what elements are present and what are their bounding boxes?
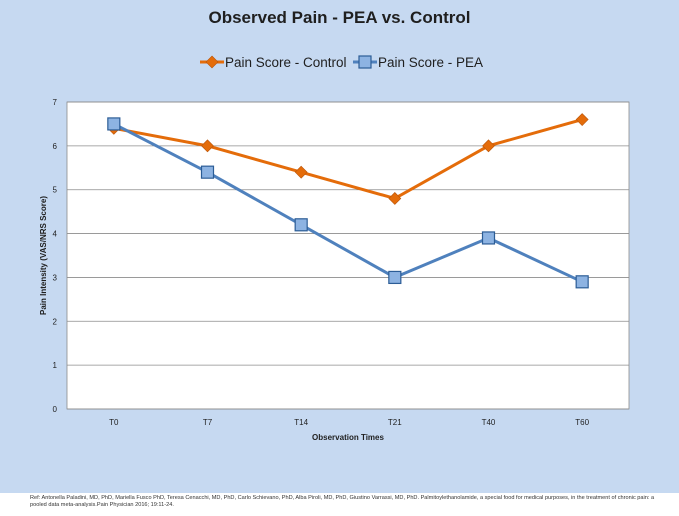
y-tick-label: 6 <box>53 142 58 151</box>
data-point <box>294 218 308 232</box>
data-point <box>481 231 496 245</box>
legend-label: Pain Score - PEA <box>378 55 483 70</box>
y-tick-label: 5 <box>53 186 58 195</box>
y-tick-label: 7 <box>53 98 58 107</box>
data-point <box>482 139 495 153</box>
data-point <box>388 192 402 205</box>
x-tick-label: T21 <box>388 418 402 427</box>
legend-item: Pain Score - PEA <box>353 55 483 70</box>
plot-area <box>66 101 630 410</box>
y-tick-label: 4 <box>53 230 58 239</box>
data-point <box>201 139 214 153</box>
y-axis-label: Pain Intensity (VAS/NRS Score) <box>39 196 48 315</box>
y-tick-label: 0 <box>53 405 58 414</box>
x-tick-label: T60 <box>575 418 589 427</box>
series-line <box>113 122 583 284</box>
line-chart: Pain Score - Control Pain Score - PEA 0 1 2… <box>39 55 630 442</box>
data-point <box>388 270 402 285</box>
data-point <box>575 275 589 289</box>
reference-citation: Ref: Antonella Paladini, MD, PhD, Mariel… <box>30 495 655 508</box>
x-axis-label: Observation Times <box>312 433 384 442</box>
data-point <box>575 113 589 126</box>
data-point <box>200 165 215 179</box>
y-axis-ticks: 0 1 2 3 4 5 6 7 <box>53 98 58 414</box>
legend-marker-swatch <box>205 55 219 69</box>
chart-title: Observed Pain - PEA vs. Control <box>208 8 471 27</box>
x-tick-label: T14 <box>294 418 308 427</box>
data-point <box>294 165 308 179</box>
y-tick-label: 3 <box>53 273 58 282</box>
x-tick-label: T7 <box>203 418 213 427</box>
series-pea <box>107 117 589 289</box>
series-layer <box>107 113 589 289</box>
legend-item: Pain Score - Control <box>200 55 347 70</box>
y-tick-label: 1 <box>53 361 58 370</box>
legend-marker-swatch <box>358 55 372 69</box>
gridlines <box>67 101 629 410</box>
legend-label: Pain Score - Control <box>225 55 347 70</box>
y-tick-label: 2 <box>53 317 58 326</box>
series-line <box>113 118 583 200</box>
x-tick-label: T40 <box>482 418 496 427</box>
x-tick-label: T0 <box>109 418 119 427</box>
data-point <box>107 117 121 131</box>
x-axis-ticks: T0 T7 T14 T21 T40 T60 <box>109 418 589 427</box>
legend: Pain Score - Control Pain Score - PEA <box>200 55 483 70</box>
